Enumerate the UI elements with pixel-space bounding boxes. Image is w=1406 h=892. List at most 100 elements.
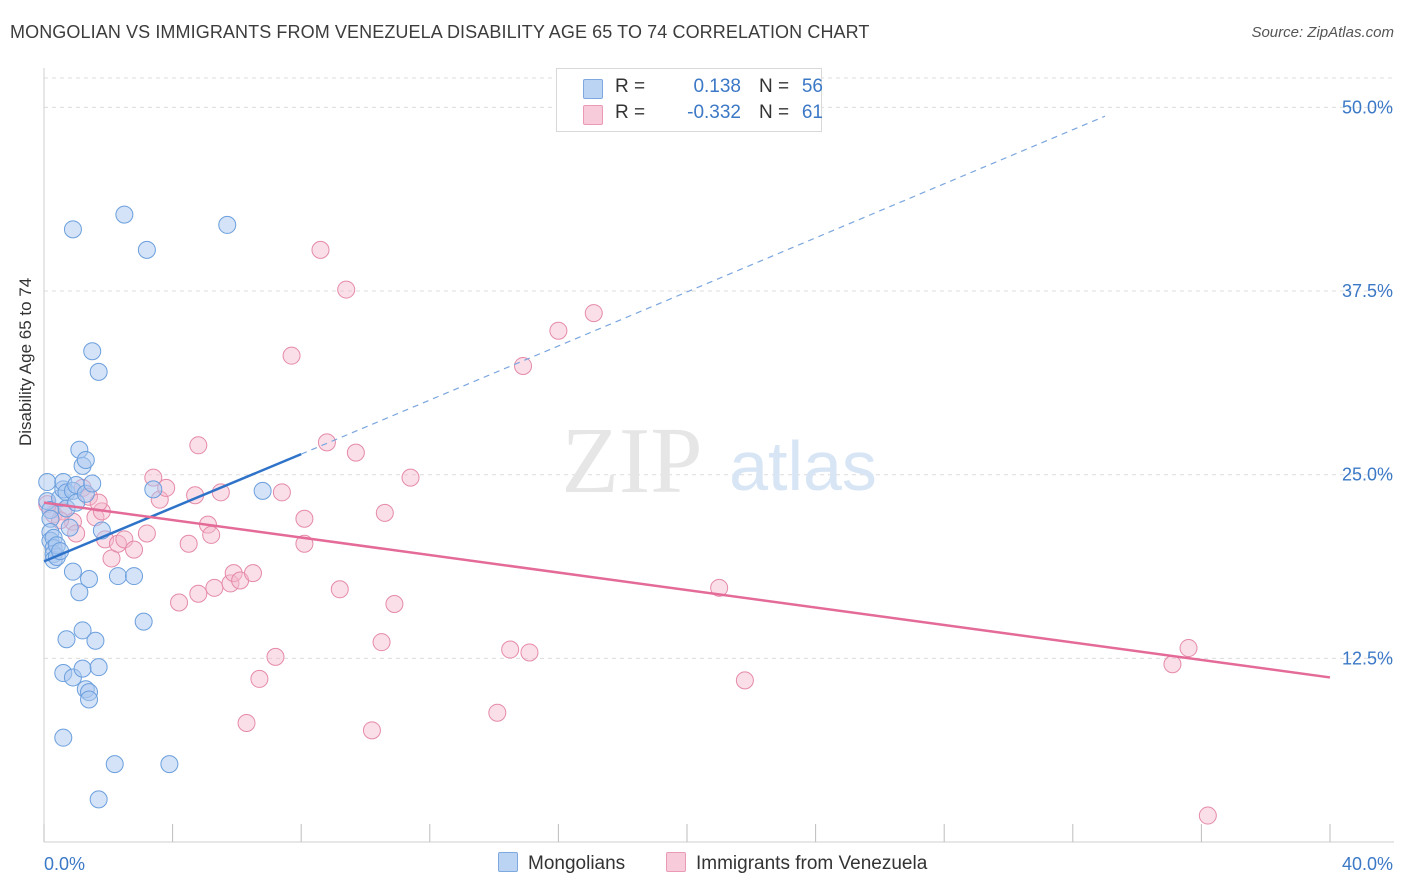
legend-n-value: 61 xyxy=(801,102,823,123)
trend-lines xyxy=(43,115,1331,679)
data-point-mongolians xyxy=(80,690,99,709)
bottom-legend-label: Immigrants from Venezuela xyxy=(696,853,928,874)
bottom-legend-swatch-blue xyxy=(498,852,518,872)
data-point-venezuela xyxy=(179,534,198,553)
series-mongolians-points xyxy=(38,205,272,809)
legend-n-value: 56 xyxy=(801,76,823,97)
y-tick-label: 12.5% xyxy=(1342,648,1393,668)
data-point-venezuela xyxy=(362,721,381,740)
data-point-venezuela xyxy=(385,594,404,613)
legend-n-label: N = xyxy=(759,102,790,123)
data-point-mongolians xyxy=(89,790,108,809)
data-point-venezuela xyxy=(170,593,189,612)
legend-r-label: R = xyxy=(615,76,646,97)
data-point-mongolians xyxy=(73,659,92,678)
data-point-mongolians xyxy=(76,451,95,469)
axes xyxy=(43,68,1394,843)
data-point-mongolians xyxy=(70,583,89,602)
data-point-venezuela xyxy=(202,525,221,544)
data-point-venezuela xyxy=(372,633,391,652)
tick-labels: 12.5% 25.0% 37.5% 50.0% 0.0% 40.0% xyxy=(44,97,1393,874)
data-point-mongolians xyxy=(63,220,82,239)
data-point-mongolians xyxy=(80,570,99,589)
data-point-mongolians xyxy=(144,480,163,499)
bottom-legend-label: Mongolians xyxy=(528,853,626,874)
y-axis-label: Disability Age 65 to 74 xyxy=(16,277,35,446)
legend-r-value: 0.138 xyxy=(693,76,741,97)
data-point-venezuela xyxy=(189,436,208,455)
data-point-venezuela xyxy=(514,356,533,375)
correlation-legend: R = 0.138 N = 56 R = -0.332 N = 61 xyxy=(556,68,823,132)
data-point-venezuela xyxy=(375,503,394,522)
y-tick-label: 50.0% xyxy=(1342,97,1393,117)
data-point-venezuela xyxy=(311,240,330,259)
data-point-mongolians xyxy=(86,631,105,650)
data-point-venezuela xyxy=(189,584,208,603)
watermark-zip: ZIP xyxy=(562,409,703,513)
y-tick-label: 25.0% xyxy=(1342,465,1393,485)
legend-n-label: N = xyxy=(759,76,790,97)
data-point-mongolians xyxy=(38,473,57,492)
bottom-legend-mongolians: Mongolians xyxy=(498,852,625,875)
data-point-mongolians xyxy=(89,658,108,677)
data-point-mongolians xyxy=(108,567,127,586)
legend-r-label: R = xyxy=(615,102,646,123)
data-point-venezuela xyxy=(337,280,356,299)
data-point-venezuela xyxy=(295,509,314,528)
x-tick-label-max: 40.0% xyxy=(1342,854,1393,874)
data-point-mongolians xyxy=(73,621,92,640)
legend-r-value: -0.332 xyxy=(687,102,741,123)
data-point-venezuela xyxy=(250,669,269,688)
data-point-venezuela xyxy=(317,433,336,452)
trend-line-mongolians-extension xyxy=(300,115,1106,455)
data-point-venezuela xyxy=(1179,639,1198,658)
data-point-venezuela xyxy=(584,304,603,323)
data-point-venezuela xyxy=(549,321,568,340)
data-point-mongolians xyxy=(63,562,82,581)
watermark: ZIP atlas xyxy=(562,409,877,513)
data-point-mongolians xyxy=(137,240,156,259)
data-point-venezuela xyxy=(346,443,365,462)
chart-title: MONGOLIAN VS IMMIGRANTS FROM VENEZUELA D… xyxy=(10,22,870,42)
data-point-mongolians xyxy=(57,630,76,649)
data-point-venezuela xyxy=(224,564,243,583)
bottom-legend-venezuela: Immigrants from Venezuela xyxy=(666,852,927,875)
data-point-mongolians xyxy=(60,518,79,537)
data-point-mongolians xyxy=(125,567,144,586)
data-point-mongolians xyxy=(218,215,237,234)
data-point-mongolians xyxy=(83,342,102,361)
data-point-venezuela xyxy=(488,703,507,722)
data-point-venezuela xyxy=(520,643,539,662)
data-point-venezuela xyxy=(735,671,754,690)
data-point-venezuela xyxy=(137,524,156,543)
data-point-venezuela xyxy=(266,647,285,666)
data-point-mongolians xyxy=(160,755,179,774)
watermark-atlas: atlas xyxy=(729,427,877,505)
data-point-mongolians xyxy=(105,755,124,774)
data-point-venezuela xyxy=(205,578,224,597)
data-point-venezuela xyxy=(243,564,262,583)
data-point-mongolians xyxy=(89,362,108,381)
data-point-venezuela xyxy=(330,580,349,599)
x-tick-label-min: 0.0% xyxy=(44,854,85,874)
legend-swatch-blue xyxy=(583,79,603,99)
trend-line-mongolians xyxy=(43,452,302,563)
data-point-mongolians xyxy=(253,481,272,500)
data-point-mongolians xyxy=(54,728,73,747)
data-point-venezuela xyxy=(237,713,256,732)
data-point-mongolians xyxy=(83,474,102,493)
data-point-venezuela xyxy=(710,578,729,597)
data-point-venezuela xyxy=(272,483,291,502)
data-point-venezuela xyxy=(1163,655,1182,674)
y-tick-label: 37.5% xyxy=(1342,281,1393,301)
data-point-venezuela xyxy=(501,640,520,659)
series-venezuela-points xyxy=(38,240,1217,825)
source-label: Source: ZipAtlas.com xyxy=(1251,24,1394,41)
data-point-mongolians xyxy=(115,205,134,224)
bottom-legend-swatch-pink xyxy=(666,852,686,872)
data-point-venezuela xyxy=(282,346,301,365)
data-point-mongolians xyxy=(134,612,153,631)
trend-line-venezuela xyxy=(43,501,1331,679)
data-point-venezuela xyxy=(125,540,144,559)
